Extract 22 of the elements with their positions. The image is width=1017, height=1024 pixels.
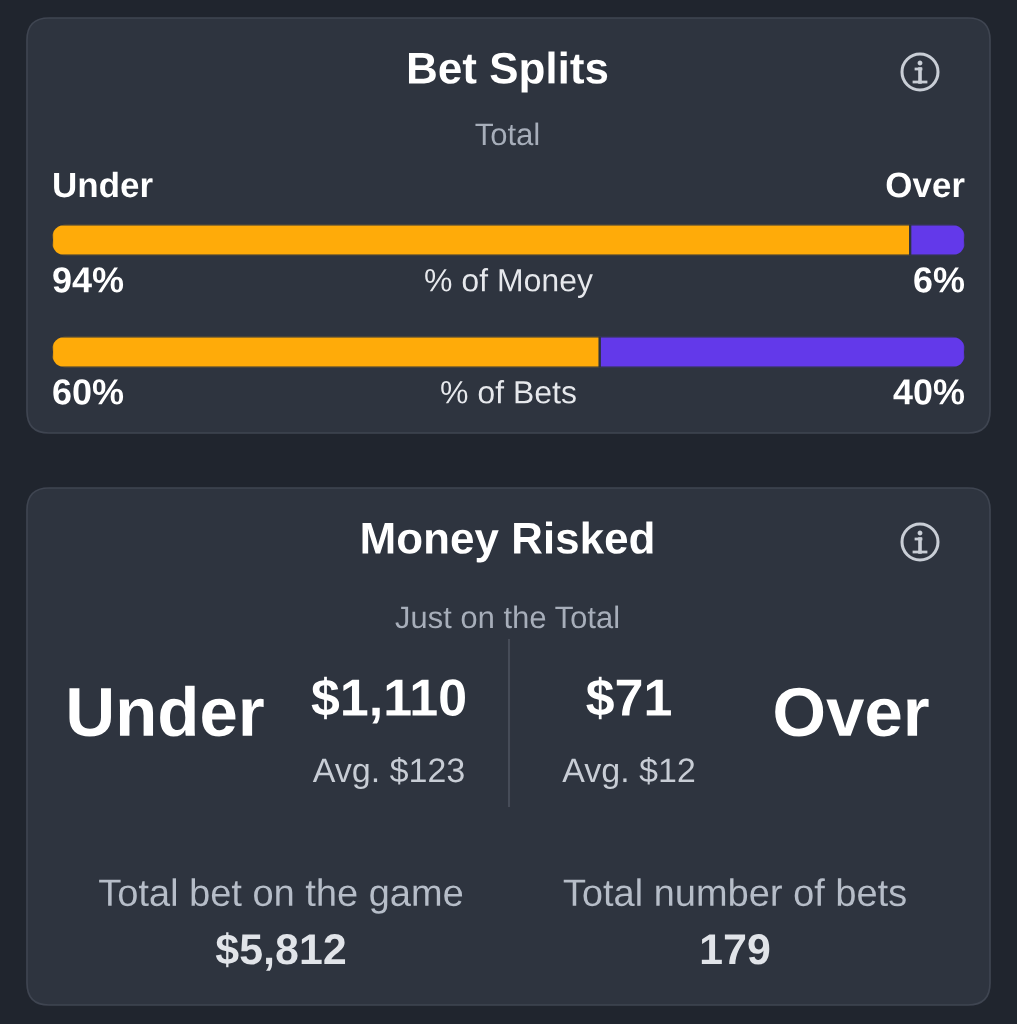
series-label: Over [886, 172, 965, 198]
y-tick-label: % of Bets [441, 380, 576, 404]
data-label: 6% [914, 267, 965, 293]
text: Avg. $12 [562, 756, 695, 790]
chart-title: Bet Splits [408, 51, 608, 93]
text: $1,110 [311, 676, 465, 724]
text: Over [775, 687, 929, 737]
series-label: Under [54, 171, 153, 198]
text: 179 [701, 934, 770, 965]
text: $5,812 [215, 932, 346, 971]
data-label: 94% [53, 267, 124, 293]
text: Total bet on the game [99, 878, 463, 914]
text: Money Risked [362, 521, 653, 563]
text: Just on the Total [395, 605, 619, 629]
text: Total number of bets [563, 878, 906, 907]
text: $71 [586, 676, 671, 720]
text: Under [69, 685, 264, 737]
y-tick-label: % of Money [425, 268, 593, 298]
data-label: 60% [53, 379, 124, 405]
data-label: 40% [893, 379, 965, 405]
text: Avg. $123 [312, 756, 464, 790]
chart-subtitle: Total [475, 122, 539, 146]
